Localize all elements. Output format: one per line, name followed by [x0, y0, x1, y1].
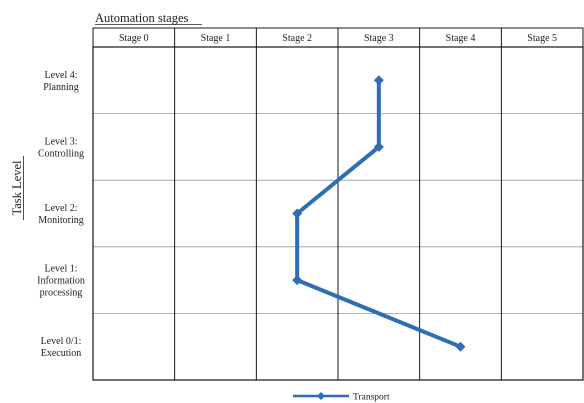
level-label: processing: [40, 288, 83, 299]
plot-frame: [92, 46, 584, 381]
level-label: Level 1:: [44, 264, 77, 275]
level-label: Level 3:: [44, 136, 77, 147]
grid-layer: [92, 28, 584, 381]
series-marker-transport: [373, 141, 384, 152]
level-label: Monitoring: [38, 215, 84, 226]
level-label: Level 0/1:: [41, 336, 82, 347]
level-label: Level 4:: [44, 70, 77, 81]
level-label: Execution: [41, 348, 82, 359]
level-labels: Level 4:Planning Level 3:Controlling Level…: [37, 70, 85, 359]
series-layer: [292, 75, 466, 352]
stage-label: Stage 4: [446, 33, 476, 44]
level-label: Controlling: [38, 148, 84, 159]
stage-label: Stage 3: [364, 33, 394, 44]
level-label: Level 2:: [44, 203, 77, 214]
stage-label: Stage 5: [527, 33, 557, 44]
legend: Transport: [293, 392, 390, 403]
stage-labels: Stage 0 Stage 1 Stage 2 Stage 3 Stage 4 Stage…: [119, 33, 557, 44]
stage-label: Stage 1: [201, 33, 231, 44]
series-marker-transport: [292, 208, 303, 219]
chart-title: Automation stages: [95, 11, 189, 25]
series-marker-transport: [292, 275, 303, 286]
stage-label: Stage 0: [119, 33, 149, 44]
legend-label-transport: Transport: [353, 393, 390, 403]
series-marker-transport: [373, 75, 384, 86]
series-line-transport: [295, 78, 463, 349]
level-label: Planning: [43, 82, 79, 93]
level-label: Information: [37, 276, 85, 287]
series-marker-transport: [455, 341, 466, 352]
stage-label: Stage 2: [282, 33, 312, 44]
legend-marker-transport: [317, 392, 325, 400]
y-axis-label: Task Level: [10, 160, 24, 216]
